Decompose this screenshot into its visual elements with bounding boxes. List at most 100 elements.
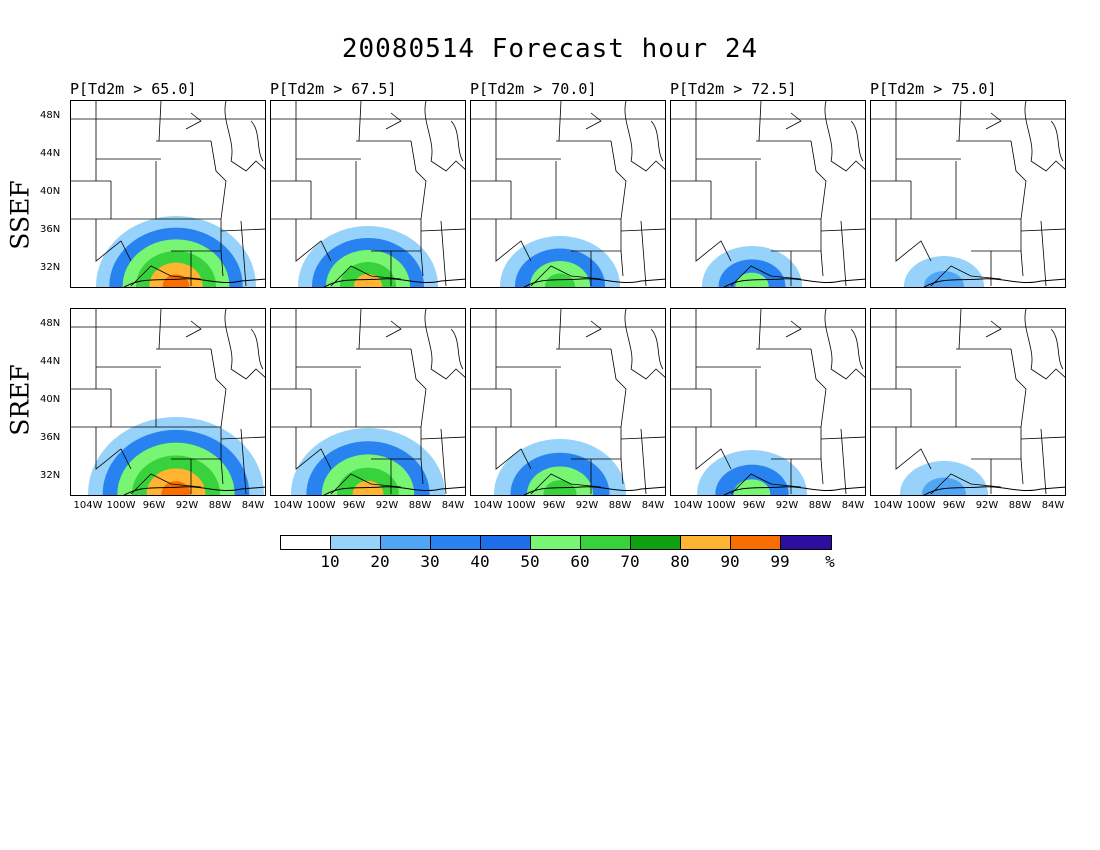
state-boundary bbox=[1050, 328, 1064, 370]
state-boundary bbox=[410, 140, 427, 220]
state-boundary bbox=[730, 473, 802, 495]
state-boundary bbox=[620, 228, 665, 232]
longitude-label: 92W bbox=[975, 500, 999, 511]
longitude-label: 92W bbox=[575, 500, 599, 511]
colorbar-tick-label: 20 bbox=[370, 552, 390, 571]
coastline bbox=[523, 486, 665, 495]
map-svg bbox=[471, 101, 665, 287]
state-boundary bbox=[930, 473, 1002, 495]
coastline bbox=[523, 278, 665, 287]
latitude-label: 44N bbox=[40, 356, 61, 367]
state-boundary bbox=[1030, 160, 1065, 172]
state-boundary bbox=[985, 320, 1002, 338]
state-boundary bbox=[771, 250, 824, 277]
map-svg bbox=[271, 309, 465, 495]
state-boundary bbox=[1050, 120, 1064, 162]
state-boundary bbox=[985, 112, 1002, 130]
longitude-label: 84W bbox=[841, 500, 865, 511]
map-panel-ssef-2 bbox=[270, 100, 466, 288]
colorbar-swatch bbox=[431, 536, 481, 549]
state-boundary bbox=[624, 309, 633, 370]
state-boundary bbox=[850, 120, 864, 162]
state-boundary bbox=[785, 112, 802, 130]
longitude-label: 100W bbox=[906, 500, 936, 511]
state-boundary bbox=[640, 220, 647, 287]
map-panel-sref-1 bbox=[70, 308, 266, 496]
state-boundary bbox=[810, 140, 827, 220]
state-boundary bbox=[185, 112, 202, 130]
state-boundary bbox=[210, 348, 227, 428]
panel-title-2: P[Td2m > 67.5] bbox=[270, 80, 397, 98]
map-svg bbox=[71, 101, 265, 287]
colorbar-tick-label: 99 bbox=[770, 552, 790, 571]
state-boundary bbox=[495, 219, 532, 262]
probability-shading bbox=[922, 477, 966, 495]
state-boundary bbox=[410, 348, 427, 428]
state-boundary bbox=[585, 112, 602, 130]
longitude-label: 88W bbox=[208, 500, 232, 511]
state-boundary bbox=[420, 228, 465, 232]
map-svg bbox=[871, 309, 1065, 495]
latitude-label: 48N bbox=[40, 110, 61, 121]
map-svg bbox=[471, 309, 665, 495]
longitude-label: 104W bbox=[273, 500, 303, 511]
row-label-ssef: SSEF bbox=[5, 180, 35, 250]
state-boundary bbox=[158, 309, 162, 350]
state-boundary bbox=[1024, 101, 1033, 162]
longitude-label: 104W bbox=[73, 500, 103, 511]
state-boundary bbox=[230, 368, 265, 380]
state-boundary bbox=[224, 101, 233, 162]
state-boundary bbox=[730, 265, 802, 287]
state-boundary bbox=[130, 473, 202, 495]
state-boundary bbox=[330, 265, 402, 287]
colorbar-swatch bbox=[281, 536, 331, 549]
map-svg bbox=[671, 101, 865, 287]
state-boundary bbox=[424, 309, 433, 370]
coastline bbox=[923, 278, 1065, 287]
state-boundary bbox=[830, 368, 865, 380]
state-boundary bbox=[1040, 428, 1047, 495]
state-boundary bbox=[830, 160, 865, 172]
state-boundary bbox=[630, 160, 665, 172]
state-boundary bbox=[824, 101, 833, 162]
state-boundary bbox=[385, 320, 402, 338]
panel-title-1: P[Td2m > 65.0] bbox=[70, 80, 197, 98]
state-boundary bbox=[840, 428, 847, 495]
state-boundary bbox=[695, 427, 732, 470]
coastline bbox=[323, 486, 465, 495]
map-svg bbox=[671, 309, 865, 495]
longitude-label: 100W bbox=[506, 500, 536, 511]
longitude-label: 96W bbox=[742, 500, 766, 511]
state-boundary bbox=[1020, 228, 1065, 232]
state-boundary bbox=[820, 228, 865, 232]
state-boundary bbox=[810, 348, 827, 428]
map-panel-sref-4 bbox=[670, 308, 866, 496]
longitude-label: 96W bbox=[542, 500, 566, 511]
state-boundary bbox=[585, 320, 602, 338]
state-boundary bbox=[224, 309, 233, 370]
state-boundary bbox=[650, 328, 664, 370]
colorbar-tick-label: 70 bbox=[620, 552, 640, 571]
state-boundary bbox=[771, 458, 824, 485]
latitude-label: 36N bbox=[40, 224, 61, 235]
coastline bbox=[323, 278, 465, 287]
state-boundary bbox=[758, 101, 762, 142]
colorbar-tick-label: % bbox=[825, 552, 835, 571]
colorbar-swatch bbox=[731, 536, 781, 549]
state-boundary bbox=[220, 436, 265, 440]
state-boundary bbox=[240, 428, 247, 495]
state-boundary bbox=[758, 309, 762, 350]
state-boundary bbox=[971, 458, 1024, 485]
state-boundary bbox=[530, 473, 602, 495]
state-boundary bbox=[820, 436, 865, 440]
state-boundary bbox=[450, 120, 464, 162]
coastline bbox=[923, 486, 1065, 495]
colorbar-swatch bbox=[581, 536, 631, 549]
map-panel-sref-5 bbox=[870, 308, 1066, 496]
coastline bbox=[723, 486, 865, 495]
panel-title-5: P[Td2m > 75.0] bbox=[870, 80, 997, 98]
state-boundary bbox=[250, 120, 264, 162]
panel-title-4: P[Td2m > 72.5] bbox=[670, 80, 797, 98]
latitude-label: 48N bbox=[40, 318, 61, 329]
state-boundary bbox=[930, 265, 1002, 287]
